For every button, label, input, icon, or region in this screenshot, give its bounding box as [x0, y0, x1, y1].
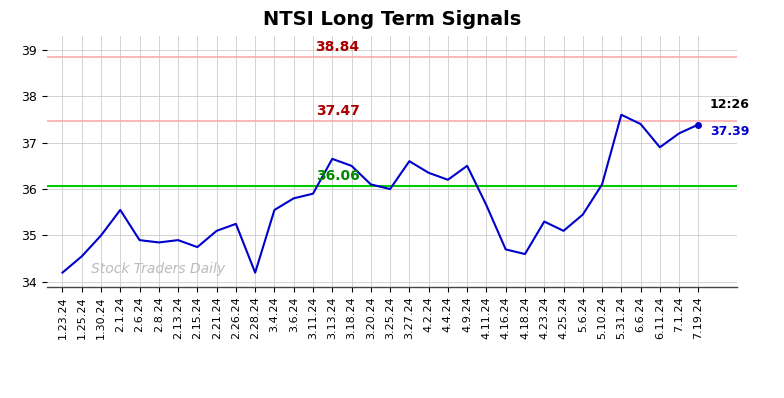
Text: 37.39: 37.39: [710, 125, 750, 137]
Text: Stock Traders Daily: Stock Traders Daily: [92, 262, 226, 276]
Text: 38.84: 38.84: [316, 40, 360, 55]
Title: NTSI Long Term Signals: NTSI Long Term Signals: [263, 10, 521, 29]
Text: 36.06: 36.06: [316, 170, 360, 183]
Text: 12:26: 12:26: [710, 98, 750, 111]
Text: 37.47: 37.47: [316, 104, 360, 118]
